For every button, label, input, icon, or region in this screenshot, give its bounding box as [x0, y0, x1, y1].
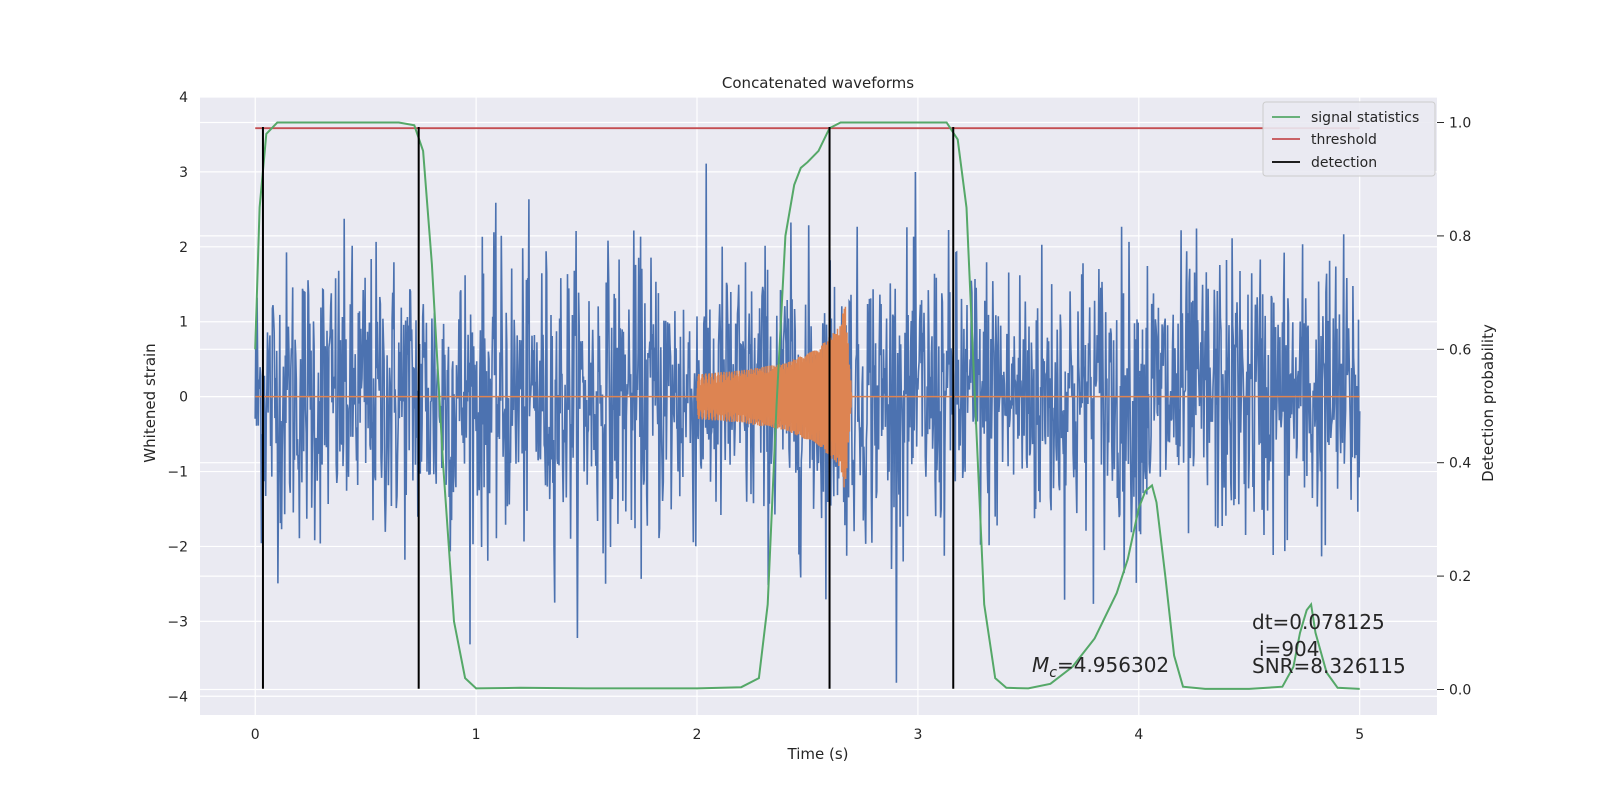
y2-axis-label: Detection probability [1479, 324, 1497, 482]
y2-tick-label: 0.0 [1449, 682, 1471, 698]
chart-title: Concatenated waveforms [722, 74, 914, 92]
y-tick-label: 2 [179, 240, 188, 256]
mc-symbol: M [1032, 653, 1049, 677]
i-annotation: i=904 [1259, 637, 1320, 661]
legend-label-detection: detection [1311, 155, 1377, 171]
x-tick-label: 4 [1134, 727, 1143, 743]
y-tick-label: 3 [179, 165, 188, 181]
y-tick-label: 1 [179, 315, 188, 331]
y2-tick-label: 0.4 [1449, 456, 1471, 472]
y2-tick-label: 0.8 [1449, 229, 1471, 245]
x-tick-label: 1 [472, 727, 481, 743]
axes-layer: 0 1 2 3 4 5 −4 −3 −2 −1 0 1 2 3 4 0.0 0.2 0.4 0.6 0.8 1.0 [167, 90, 1471, 743]
y-tick-label: −1 [167, 465, 188, 481]
annotations: Mc=4.956302 dt=0.078125 i=904 SNR=8.3261… [1032, 610, 1406, 681]
x-tick-label: 0 [251, 727, 260, 743]
mc-subscript: c [1049, 665, 1057, 681]
x-axis-label: Time (s) [787, 745, 849, 763]
y2-tick-label: 0.6 [1449, 342, 1471, 358]
mc-annotation: Mc=4.956302 [1032, 653, 1169, 681]
x-tick-label: 2 [693, 727, 702, 743]
dt-annotation: dt=0.078125 [1252, 610, 1385, 634]
x-tick-label: 5 [1355, 727, 1364, 743]
y-tick-label: 4 [179, 90, 188, 106]
legend-box [1262, 101, 1436, 177]
legend-label-threshold: threshold [1311, 132, 1377, 148]
snr-annotation: SNR=8.326115 [1252, 654, 1406, 678]
series-layer [254, 121, 1361, 690]
legend-label-signal: signal statistics [1311, 110, 1419, 126]
y-tick-label: −3 [167, 614, 188, 630]
y-tick-label: −2 [167, 539, 188, 555]
y-axis-label: Whitened strain [141, 343, 159, 462]
x-tick-label: 3 [913, 727, 922, 743]
y2-tick-label: 0.2 [1449, 569, 1471, 585]
y2-tick-label: 1.0 [1449, 116, 1471, 132]
y-tick-label: 0 [179, 390, 188, 406]
chirp-template-line [255, 306, 1360, 488]
legend: signal statistics threshold detection [1262, 101, 1436, 177]
y-tick-label: −4 [167, 689, 188, 705]
signal-statistics-line [254, 121, 1360, 690]
mc-value: =4.956302 [1057, 653, 1169, 677]
